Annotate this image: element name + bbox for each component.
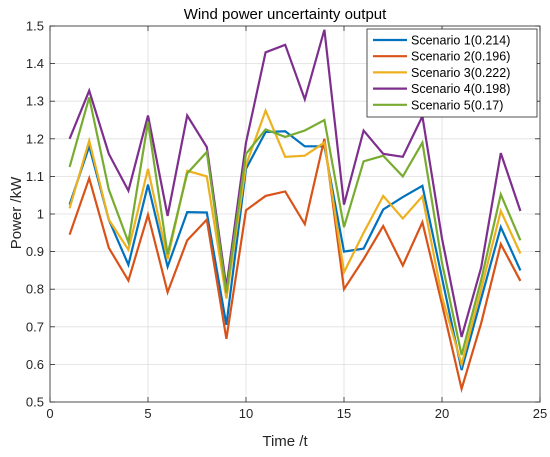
y-tick-label: 1.1	[26, 169, 44, 184]
y-tick-label: 0.5	[26, 395, 44, 410]
axis-ticks: 0 5 10 15 20 25 0.5 0.6 0.7 0.8 0.9 1 1.1 1.2 1.3 1.4 1.…	[26, 19, 547, 422]
y-tick-label: 0.6	[26, 357, 44, 372]
legend-label-scenario-2: Scenario 2(0.196)	[411, 50, 510, 64]
y-tick-label: 1.2	[26, 131, 44, 146]
x-tick-label: 20	[435, 406, 449, 421]
x-tick-label: 15	[337, 406, 351, 421]
y-tick-label: 1.3	[26, 94, 44, 109]
y-tick-label: 1	[37, 207, 44, 222]
legend-label-scenario-1: Scenario 1(0.214)	[411, 34, 510, 48]
x-tick-label: 0	[46, 406, 53, 421]
x-tick-label: 10	[239, 406, 253, 421]
y-axis-title: Power /kW	[8, 176, 25, 249]
x-axis-title: Time /t	[262, 433, 308, 450]
y-tick-label: 0.7	[26, 319, 44, 334]
series-line-scenario-3	[68, 107, 522, 369]
legend-label-scenario-5: Scenario 5(0.17)	[411, 98, 503, 112]
series-line-scenario-4	[68, 29, 522, 338]
series-line-scenario-2	[68, 138, 522, 394]
legend: Scenario 1(0.214) Scenario 2(0.196) Scenar…	[366, 28, 538, 118]
series-lines	[68, 29, 522, 394]
y-tick-label: 1.5	[26, 19, 44, 34]
legend-label-scenario-4: Scenario 4(0.198)	[411, 82, 510, 96]
x-tick-label: 5	[144, 406, 151, 421]
y-tick-label: 0.8	[26, 282, 44, 297]
y-tick-label: 1.4	[26, 56, 44, 71]
series-line-scenario-1	[68, 130, 522, 371]
legend-label-scenario-3: Scenario 3(0.222)	[411, 66, 510, 80]
y-tick-label: 0.9	[26, 244, 44, 259]
series-line-scenario-5	[68, 97, 522, 356]
x-tick-label: 25	[533, 406, 547, 421]
chart-title: Wind power uncertainty output	[184, 6, 387, 23]
